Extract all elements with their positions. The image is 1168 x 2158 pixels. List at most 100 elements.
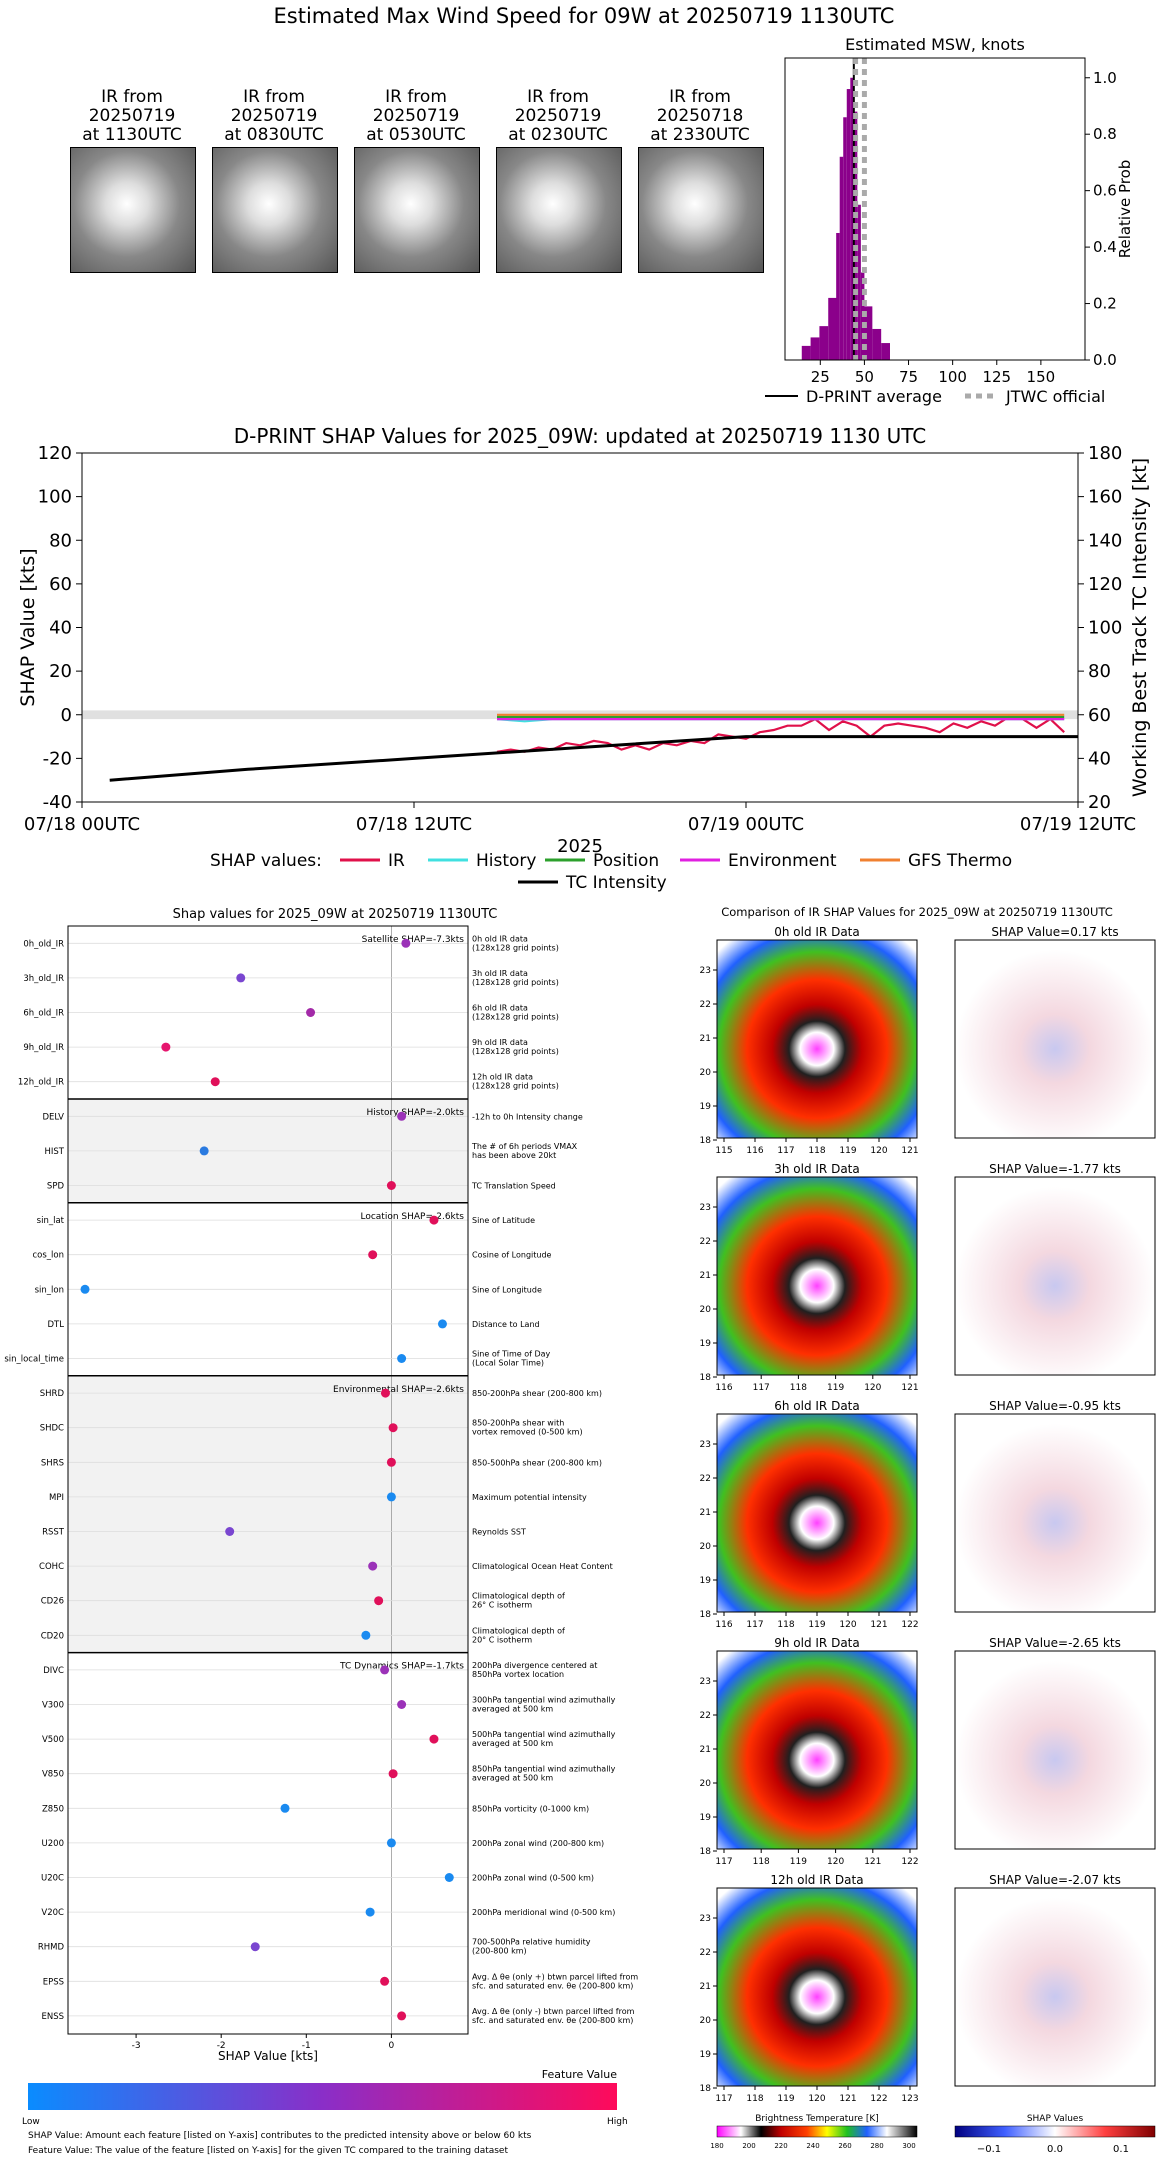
feature-shap-point — [397, 1111, 407, 1121]
ir-x-tick-label: 121 — [839, 2094, 856, 2104]
ir-image — [716, 1650, 918, 1850]
feature-name-label: SHDC — [40, 1424, 64, 1434]
ir-y-tick-label: 18 — [700, 1847, 711, 1857]
feature-name-label: 0h_old_IR — [23, 939, 64, 949]
msw-bar — [846, 89, 851, 361]
msw-y-tick-label: 0.4 — [1093, 238, 1117, 256]
shap-colorbar-label: SHAP Values — [1027, 2114, 1084, 2124]
ir-x-tick-label: 118 — [790, 1383, 807, 1393]
shap-image-title: SHAP Value=-2.65 kts — [989, 1636, 1121, 1650]
feature-description: 850hPa vortex location — [472, 1670, 564, 1679]
group-label: Satellite SHAP=-7.3kts — [362, 935, 465, 945]
ir-image-title: 3h old IR Data — [774, 1162, 860, 1176]
ir-y-tick-label: 21 — [700, 1034, 711, 1044]
ir-x-tick-label: 118 — [777, 1620, 794, 1630]
feature-x-tick-label: 0 — [389, 2041, 395, 2051]
ir-x-tick-label: 117 — [715, 1857, 732, 1867]
timeline-y2-tick-label: 60 — [1088, 705, 1111, 726]
ir-thumbnail-image — [496, 147, 622, 273]
feature-description: (Local Solar Time) — [472, 1359, 544, 1368]
ir-y-tick-label: 19 — [700, 2050, 711, 2060]
timeline-x-tick-label: 07/19 00UTC — [688, 814, 804, 835]
ir-x-tick-label: 120 — [827, 1857, 844, 1867]
shap-image — [954, 1176, 1156, 1376]
feature-shap-point — [368, 1250, 378, 1260]
bt-tick-label: 200 — [742, 2142, 755, 2150]
feature-name-label: RSST — [42, 1528, 65, 1538]
feature-description: (128x128 grid points) — [472, 1013, 559, 1022]
msw-y-tick-label: 0.2 — [1093, 295, 1117, 313]
feature-plot-frame — [67, 925, 469, 2035]
ir-x-tick-label: 118 — [808, 1146, 825, 1156]
feature-chart-title: Shap values for 2025_09W at 20250719 113… — [173, 907, 498, 922]
feature-name-label: U200 — [42, 1839, 64, 1849]
feature-shap-point — [401, 938, 411, 948]
feature-name-label: DIVC — [43, 1666, 64, 1676]
ir-y-tick-label: 18 — [700, 1373, 711, 1383]
ir-y-tick-label: 18 — [700, 1136, 711, 1146]
ir-x-tick-label: 117 — [715, 2094, 732, 2104]
feature-name-label: sin_local_time — [4, 1355, 64, 1365]
ir-x-tick-label: 121 — [870, 1620, 887, 1630]
msw-y-tick-label: 0.6 — [1093, 182, 1117, 200]
ir-y-tick-label: 21 — [700, 1271, 711, 1281]
timeline-title: D-PRINT SHAP Values for 2025_09W: update… — [234, 424, 926, 448]
feature-shap-point — [280, 1803, 290, 1813]
group-background — [68, 1375, 468, 1653]
ir-image — [716, 1887, 918, 2087]
timeline-x-tick-label: 07/19 12UTC — [1020, 814, 1136, 835]
feature-name-label: HIST — [45, 1147, 65, 1157]
shap-colorbar-tick-label: −0.1 — [977, 2144, 1001, 2155]
feature-description: 850-500hPa shear (200-800 km) — [472, 1458, 602, 1467]
feature-name-label: Z850 — [42, 1804, 64, 1814]
thumbnail-label-line: 20250719 — [88, 106, 176, 126]
feature-name-label: V300 — [42, 1701, 64, 1711]
ir-y-tick-label: 22 — [700, 1948, 711, 1958]
feature-name-label: DELV — [42, 1112, 64, 1122]
feature-name-label: 3h_old_IR — [23, 974, 64, 984]
ir-x-tick-label: 119 — [839, 1146, 856, 1156]
feature-name-label: CD26 — [41, 1597, 64, 1607]
feature-description: 200hPa zonal wind (200-800 km) — [472, 1839, 604, 1848]
shap-image-title: SHAP Value=-1.77 kts — [989, 1162, 1121, 1176]
shap-colorbar-tick-label: 0.0 — [1047, 2144, 1063, 2155]
thumbnail-label: IR from 20250719 at 0530UTC — [354, 88, 478, 145]
msw-bar — [881, 343, 890, 360]
feature-name-label: V20C — [41, 1908, 64, 1918]
timeline-y-tick-label: 120 — [38, 443, 72, 464]
feature-description: Climatological depth of — [472, 1592, 565, 1601]
ir-y-tick-label: 19 — [700, 1102, 711, 1112]
thumbnail-label-line: IR from — [101, 87, 163, 107]
feature-value-colorbar — [28, 2083, 617, 2110]
ir-x-tick-label: 117 — [746, 1620, 763, 1630]
timeline-y2-axis-label: Working Best Track TC Intensity [kt] — [1129, 458, 1151, 797]
msw-bar — [850, 77, 854, 360]
shap-image-title: SHAP Value=0.17 kts — [991, 925, 1118, 939]
feature-shap-point — [250, 1942, 260, 1952]
timeline-y2-tick-label: 160 — [1088, 487, 1122, 508]
ir-x-tick-label: 115 — [715, 1146, 732, 1156]
timeline-x-axis-label: 2025 — [557, 836, 603, 857]
ir-x-tick-label: 118 — [746, 2094, 763, 2104]
ir-image-title: 12h old IR Data — [770, 1873, 863, 1887]
feature-description: 200hPa divergence centered at — [472, 1661, 597, 1670]
ir-x-tick-label: 121 — [901, 1383, 918, 1393]
feature-description: (128x128 grid points) — [472, 943, 559, 952]
group-label: History SHAP=-2.0kts — [367, 1108, 465, 1118]
feature-description: (128x128 grid points) — [472, 1082, 559, 1091]
msw-y-tick-label: 0.8 — [1093, 125, 1117, 143]
legend-series-label: GFS Thermo — [908, 851, 1012, 871]
legend-jtwc-label: JTWC official — [1005, 387, 1105, 406]
ir-x-tick-label: 119 — [777, 2094, 794, 2104]
feature-description: 700-500hPa relative humidity — [472, 1938, 591, 1947]
colorbar-title: Feature Value — [542, 2068, 618, 2081]
timeline-y-tick-label: -20 — [43, 748, 72, 769]
feature-name-label: CD20 — [41, 1631, 64, 1641]
ir-image — [716, 939, 918, 1139]
feature-shap-point — [306, 1008, 316, 1017]
shap-image-title: SHAP Value=-0.95 kts — [989, 1399, 1121, 1413]
feature-name-label: SHRD — [40, 1389, 65, 1399]
msw-x-tick-label: 100 — [938, 368, 967, 386]
feature-description: (128x128 grid points) — [472, 978, 559, 987]
msw-x-tick-label: 50 — [855, 368, 874, 386]
